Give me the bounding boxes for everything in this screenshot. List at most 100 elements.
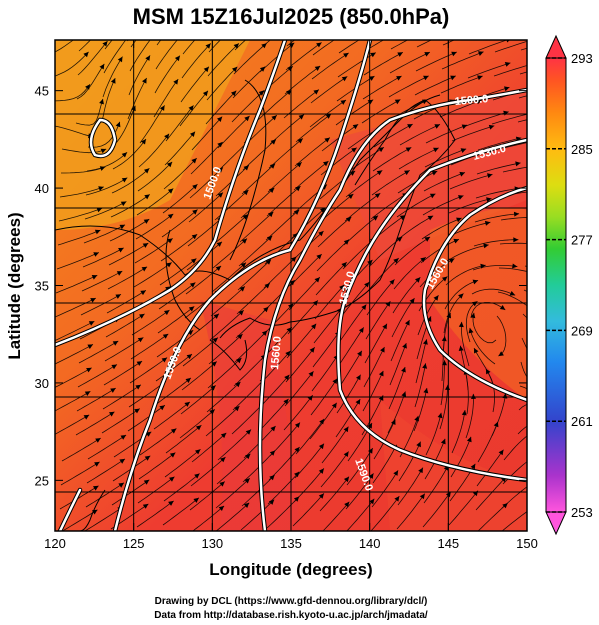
wind-arrowhead xyxy=(483,243,489,249)
wind-arrowhead xyxy=(94,229,101,235)
streamline xyxy=(502,166,527,173)
wind-arrowhead xyxy=(242,214,248,220)
streamline xyxy=(209,309,244,341)
y-tick-label: 40 xyxy=(35,181,49,196)
wind-arrowhead xyxy=(98,186,104,191)
wind-arrowhead xyxy=(485,368,491,375)
wind-arrowhead xyxy=(192,209,198,215)
wind-arrowhead xyxy=(241,238,247,244)
wind-arrowhead xyxy=(141,139,146,145)
wind-arrowhead xyxy=(309,347,315,353)
streamline xyxy=(257,89,292,121)
streamline xyxy=(81,270,123,292)
streamline xyxy=(215,478,251,509)
wind-arrowhead xyxy=(374,193,381,199)
streamline xyxy=(315,261,347,296)
streamline xyxy=(59,186,104,198)
streamline xyxy=(391,297,415,338)
wind-arrowhead xyxy=(419,493,425,500)
wind-arrowhead xyxy=(541,215,546,220)
wind-arrowhead xyxy=(442,276,448,282)
streamline xyxy=(344,192,381,222)
wind-arrowhead xyxy=(263,306,269,313)
streamline xyxy=(106,290,147,314)
wind-arrowhead xyxy=(96,207,103,213)
streamline xyxy=(133,262,172,288)
wind-arrowhead xyxy=(119,224,126,230)
wind-arrowhead xyxy=(296,162,302,168)
wind-arrowhead xyxy=(238,310,244,316)
wind-arrowhead xyxy=(318,231,324,237)
streamline xyxy=(164,448,201,478)
streamline xyxy=(266,185,301,217)
wind-arrowhead xyxy=(210,385,216,391)
wind-arrowhead xyxy=(192,184,198,190)
y-axis-label: Latitude (degrees) xyxy=(5,212,24,359)
streamline xyxy=(112,138,147,170)
x-axis-label: Longitude (degrees) xyxy=(209,560,372,579)
wind-arrowhead xyxy=(245,429,252,435)
wind-arrowhead xyxy=(324,137,330,143)
wind-arrowhead xyxy=(243,502,250,508)
streamline xyxy=(338,327,365,366)
streamline xyxy=(518,404,527,411)
wind-arrowhead xyxy=(144,455,151,461)
wind-arrowhead xyxy=(341,76,348,82)
streamline xyxy=(449,174,493,190)
wind-arrowhead xyxy=(393,258,399,264)
wind-arrowhead xyxy=(479,27,485,32)
wind-arrowhead xyxy=(341,262,347,268)
wind-arrowhead xyxy=(91,275,98,280)
streamline xyxy=(261,303,294,337)
wind-arrowhead xyxy=(318,443,324,450)
streamline xyxy=(443,293,464,334)
streamline xyxy=(503,435,527,461)
streamline xyxy=(55,83,91,102)
streamline xyxy=(491,113,527,125)
wind-arrowhead xyxy=(458,293,464,299)
wind-arrowhead xyxy=(569,163,574,168)
wind-arrowhead xyxy=(498,351,504,357)
wind-arrowhead xyxy=(115,121,121,128)
streamline xyxy=(398,441,421,482)
streamline xyxy=(207,43,240,77)
wind-arrowhead xyxy=(532,62,538,67)
streamline xyxy=(346,447,374,486)
streamline xyxy=(491,393,506,437)
wind-arrowhead xyxy=(193,497,199,503)
wind-arrowhead xyxy=(105,19,110,24)
wind-arrowhead xyxy=(426,316,432,322)
colorbar-tick-label: 277 xyxy=(571,233,593,248)
streamline xyxy=(237,259,272,291)
streamline xyxy=(131,309,170,336)
streamline xyxy=(310,76,348,104)
wind-arrowhead xyxy=(85,84,91,90)
wind-arrowhead xyxy=(347,194,354,199)
wind-arrowhead xyxy=(458,345,464,351)
streamline xyxy=(387,391,406,434)
wind-arrowhead xyxy=(220,432,227,439)
wind-arrowhead xyxy=(486,197,492,203)
streamline xyxy=(372,147,412,172)
wind-arrowhead xyxy=(185,377,191,383)
wind-arrowhead xyxy=(240,262,246,268)
wind-arrowhead xyxy=(378,147,384,153)
streamline xyxy=(76,387,116,412)
streamline xyxy=(319,476,350,512)
wind-arrowhead xyxy=(368,448,373,454)
streamline xyxy=(372,444,398,484)
wind-arrowhead xyxy=(142,78,147,84)
streamline xyxy=(113,105,136,146)
wind-arrowhead xyxy=(531,505,537,510)
streamline xyxy=(445,264,486,286)
coastline-japan xyxy=(219,99,456,339)
wind-arrowhead xyxy=(538,272,544,277)
streamline xyxy=(292,493,325,527)
wind-arrowhead xyxy=(320,207,326,213)
wind-arrowhead xyxy=(234,406,240,412)
streamline xyxy=(499,242,527,245)
wind-arrowhead xyxy=(232,66,238,73)
wind-arrowhead xyxy=(351,147,357,153)
streamline xyxy=(190,456,226,487)
streamline xyxy=(108,242,149,266)
